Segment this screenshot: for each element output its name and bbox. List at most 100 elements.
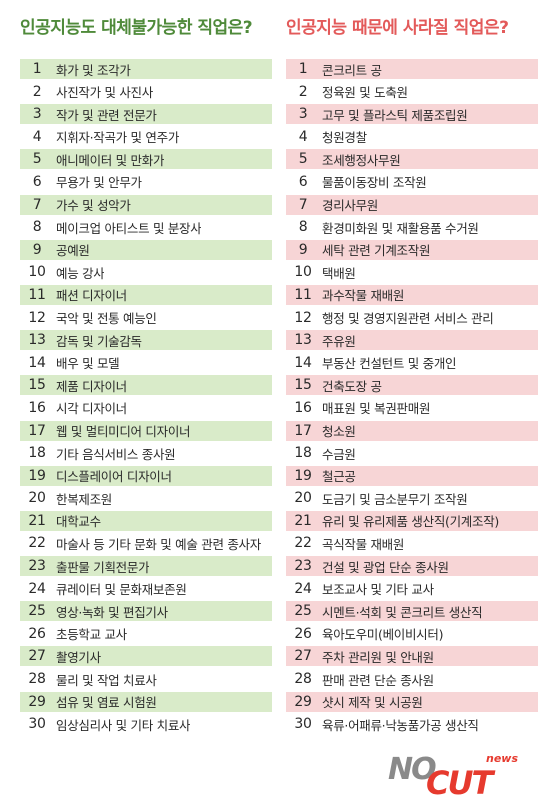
list-item: 26 초등학교 교사 [20, 624, 272, 644]
rank-number: 28 [28, 671, 46, 688]
rank-number: 8 [32, 219, 42, 236]
irreplaceable-jobs-list: 1 화가 및 조각가 2 사진작가 및 사진사 3 작가 및 관련 전문가 4 지휘자·작곡가… [20, 59, 272, 734]
rank-number: 5 [32, 151, 42, 168]
list-item: 14 배우 및 모델 [20, 353, 272, 373]
rank-number: 27 [294, 648, 312, 665]
list-item: 18 수금원 [286, 443, 538, 463]
rank-number: 20 [294, 490, 312, 507]
list-item: 13 주유원 [286, 330, 538, 351]
list-item: 15 건축도장 공 [286, 375, 538, 396]
rank-number: 6 [32, 173, 42, 190]
job-label: 큐레이터 및 문화재보존원 [56, 582, 187, 598]
list-item: 27 주차 관리원 및 안내원 [286, 646, 538, 667]
rank-number: 23 [294, 558, 312, 575]
rank-number: 14 [294, 354, 312, 371]
list-item: 29 섬유 및 염료 시험원 [20, 691, 272, 712]
job-label: 철근공 [322, 469, 356, 485]
rank-number: 13 [294, 332, 312, 349]
list-item: 9 공예원 [20, 239, 272, 260]
list-item: 5 애니메이터 및 만화가 [20, 149, 272, 170]
list-item: 23 건설 및 광업 단순 종사원 [286, 556, 538, 577]
rank-number: 8 [298, 219, 308, 236]
rank-number: 22 [28, 535, 46, 552]
rank-number: 6 [298, 173, 308, 190]
job-label: 제품 디자이너 [56, 378, 127, 394]
job-label: 콘크리트 공 [322, 62, 382, 78]
rank-number: 23 [28, 558, 46, 575]
rank-number: 3 [298, 106, 308, 123]
list-item: 11 과수작물 재배원 [286, 284, 538, 305]
list-item: 17 청소원 [286, 420, 538, 441]
job-label: 화가 및 조각가 [56, 62, 131, 78]
job-label: 판매 관련 단순 종사원 [322, 672, 434, 688]
list-item: 28 판매 관련 단순 종사원 [286, 669, 538, 689]
rank-number: 20 [28, 490, 46, 507]
rank-number: 10 [294, 264, 312, 281]
job-label: 매표원 및 복권판매원 [322, 401, 431, 417]
list-item: 2 정육원 및 도축원 [286, 82, 538, 102]
job-label: 시각 디자이너 [56, 401, 127, 417]
logo-no-text: NO [388, 752, 437, 787]
rank-number: 7 [32, 196, 42, 213]
list-item: 7 가수 및 성악가 [20, 194, 272, 215]
job-label: 출판물 기획전문가 [56, 559, 150, 575]
list-item: 19 철근공 [286, 465, 538, 486]
list-item: 16 매표원 및 복권판매원 [286, 398, 538, 418]
job-label: 샷시 제작 및 시공원 [322, 695, 423, 711]
rank-number: 17 [294, 422, 312, 439]
rank-number: 21 [294, 512, 312, 529]
rank-number: 25 [28, 603, 46, 620]
job-label: 초등학교 교사 [56, 627, 127, 643]
list-item: 6 물품이동장비 조작원 [286, 172, 538, 192]
job-label: 국악 및 전통 예능인 [56, 311, 157, 327]
rank-number: 3 [32, 106, 42, 123]
list-item: 14 부동산 컨설턴트 및 중개인 [286, 353, 538, 373]
rank-number: 26 [294, 625, 312, 642]
job-label: 메이크업 아티스트 및 분장사 [56, 220, 202, 236]
list-item: 12 국악 및 전통 예능인 [20, 308, 272, 328]
job-label: 과수작물 재배원 [322, 288, 405, 304]
job-label: 무용가 및 안무가 [56, 175, 142, 191]
job-label: 부동산 컨설턴트 및 중개인 [322, 356, 457, 372]
list-item: 12 행정 및 경영지원관련 서비스 관리 [286, 308, 538, 328]
list-item: 8 메이크업 아티스트 및 분장사 [20, 217, 272, 237]
list-item: 25 시멘트·석회 및 콘크리트 생산직 [286, 601, 538, 622]
job-label: 육류·어패류·낙농품가공 생산직 [322, 717, 479, 733]
job-label: 기타 음식서비스 종사원 [56, 446, 176, 462]
rank-number: 17 [28, 422, 46, 439]
rank-number: 1 [298, 61, 308, 77]
list-item: 1 콘크리트 공 [286, 59, 538, 79]
job-label: 주유원 [322, 333, 356, 349]
rank-number: 12 [294, 309, 312, 326]
rank-number: 26 [28, 625, 46, 642]
rank-number: 15 [294, 377, 312, 394]
list-item: 10 예능 강사 [20, 262, 272, 282]
rank-number: 29 [294, 693, 312, 710]
list-item: 4 지휘자·작곡가 및 연주가 [20, 127, 272, 147]
list-item: 5 조세행정사무원 [286, 149, 538, 170]
rank-number: 16 [28, 399, 46, 416]
rank-number: 4 [32, 128, 42, 145]
job-label: 마술사 등 기타 문화 및 예술 관련 종사자 [56, 536, 261, 552]
logo-news-text: news [486, 752, 519, 765]
list-item: 6 무용가 및 안무가 [20, 172, 272, 192]
list-item: 16 시각 디자이너 [20, 398, 272, 418]
job-label: 수금원 [322, 446, 356, 462]
job-label: 섬유 및 염료 시험원 [56, 695, 157, 711]
rank-number: 14 [28, 354, 46, 371]
list-item: 17 웹 및 멀티미디어 디자이너 [20, 420, 272, 441]
job-label: 촬영기사 [56, 649, 101, 665]
list-item: 22 마술사 등 기타 문화 및 예술 관련 종사자 [20, 533, 272, 553]
job-label: 임상심리사 및 기타 치료사 [56, 717, 191, 733]
job-label: 택배원 [322, 265, 356, 281]
rank-number: 19 [28, 467, 46, 484]
rank-number: 19 [294, 467, 312, 484]
rank-number: 24 [294, 580, 312, 597]
list-item: 30 육류·어패류·낙농품가공 생산직 [286, 714, 538, 734]
rank-number: 25 [294, 603, 312, 620]
job-label: 경리사무원 [322, 198, 379, 214]
rank-number: 16 [294, 399, 312, 416]
nocut-news-logo: NO CUT news [388, 748, 519, 802]
job-label: 공예원 [56, 243, 90, 259]
job-label: 한복제조원 [56, 491, 113, 507]
